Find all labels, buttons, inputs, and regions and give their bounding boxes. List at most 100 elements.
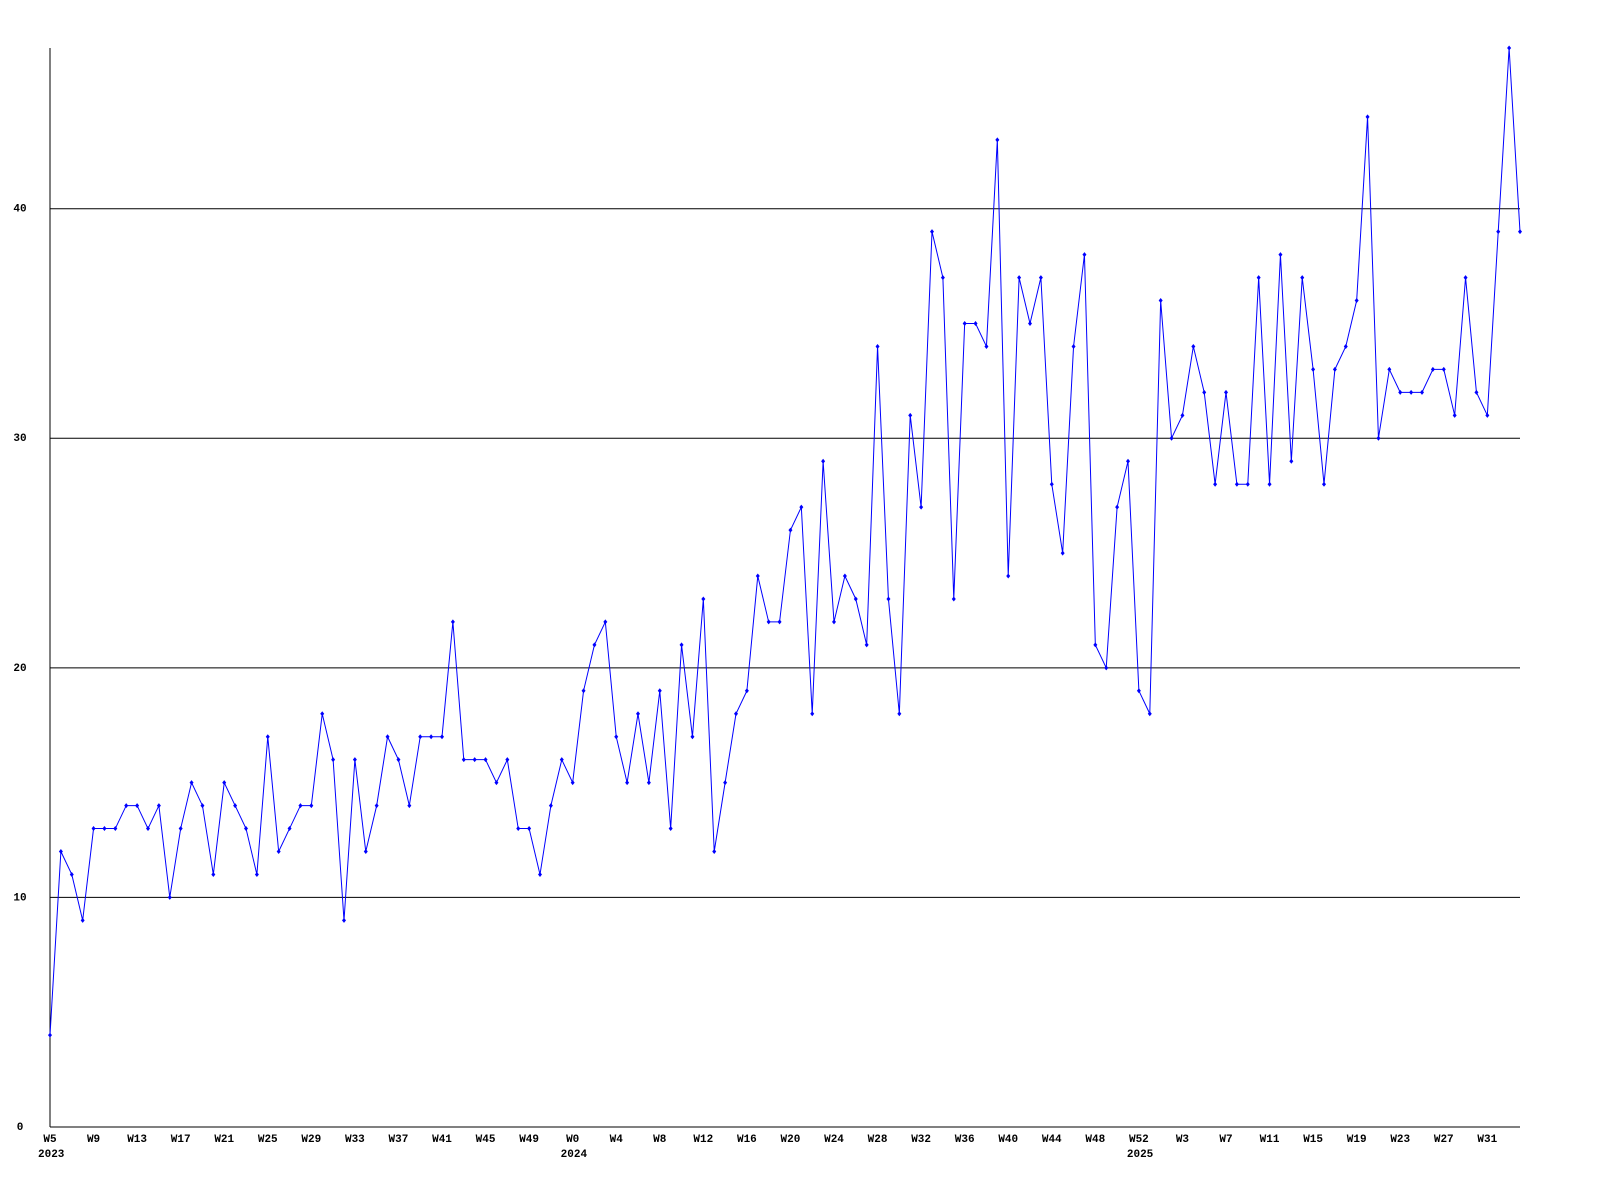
data-point <box>527 826 532 832</box>
data-point <box>1180 412 1185 418</box>
data-point <box>1115 504 1120 510</box>
data-point <box>331 757 336 763</box>
data-point <box>1300 275 1305 281</box>
data-point <box>592 642 597 648</box>
data-point <box>690 734 695 740</box>
data-point <box>734 711 738 717</box>
data-point <box>625 780 630 786</box>
x-tick-label: W24 <box>824 1134 844 1146</box>
data-point <box>352 757 357 763</box>
x-tick-label: W23 <box>1390 1134 1410 1146</box>
data-point <box>1158 298 1163 304</box>
data-point <box>940 275 945 281</box>
data-point <box>385 734 390 740</box>
data-point <box>712 849 717 855</box>
data-point <box>1191 343 1196 349</box>
data-point <box>853 596 858 602</box>
data-point <box>483 757 488 763</box>
x-tick-label: W0 <box>566 1134 579 1146</box>
x-tick-label: W4 <box>610 1134 624 1146</box>
data-point <box>167 894 172 900</box>
data-point <box>766 619 771 625</box>
data-point <box>1093 642 1098 648</box>
data-point <box>1332 366 1337 372</box>
x-tick-label: W45 <box>476 1134 496 1146</box>
data-point <box>755 573 760 579</box>
data-point <box>581 688 586 694</box>
data-point <box>1463 275 1468 281</box>
data-point <box>124 803 129 809</box>
data-point <box>1496 229 1501 235</box>
x-tick-label: W15 <box>1303 1134 1323 1146</box>
data-point <box>298 803 303 809</box>
data-point <box>1256 275 1261 281</box>
data-point <box>146 826 150 832</box>
data-point <box>821 458 826 464</box>
data-point <box>1038 275 1043 281</box>
data-point <box>287 826 292 832</box>
data-point <box>1311 366 1316 372</box>
data-point <box>1365 114 1370 120</box>
data-point <box>919 504 924 510</box>
x-tick-label: W49 <box>519 1134 539 1146</box>
data-point <box>472 757 477 763</box>
data-point <box>1017 275 1022 281</box>
data-point <box>1147 711 1152 717</box>
data-point <box>1169 435 1174 441</box>
x-tick-label: W3 <box>1176 1134 1190 1146</box>
x-tick-label: W8 <box>653 1134 667 1146</box>
data-point <box>657 688 662 694</box>
year-label: 2023 <box>38 1149 65 1161</box>
data-point <box>897 711 902 717</box>
data-point <box>113 826 118 832</box>
data-point <box>58 849 63 855</box>
data-point <box>254 871 259 877</box>
data-point <box>1387 366 1392 372</box>
data-point <box>1126 458 1130 464</box>
data-point <box>440 734 444 740</box>
data-point <box>320 711 325 717</box>
x-tick-label: W41 <box>432 1134 452 1146</box>
data-point <box>1343 343 1348 349</box>
data-point <box>407 803 412 809</box>
y-tick-label: 10 <box>13 892 26 904</box>
data-point <box>156 803 161 809</box>
y-tick-label: 40 <box>13 204 26 216</box>
data-line <box>49 47 1521 1036</box>
data-point <box>875 343 880 349</box>
x-tick-label: W13 <box>127 1134 147 1146</box>
data-point <box>614 734 619 740</box>
data-point <box>788 527 793 533</box>
x-tick-label: W12 <box>693 1134 713 1146</box>
data-point <box>1507 45 1512 51</box>
x-tick-label: W5 <box>43 1134 57 1146</box>
data-point <box>450 619 455 625</box>
x-tick-label: W44 <box>1042 1134 1062 1146</box>
data-point <box>1104 665 1109 671</box>
x-tick-label: W31 <box>1477 1134 1497 1146</box>
data-point <box>374 803 379 809</box>
data-point <box>1289 458 1294 464</box>
data-point <box>244 826 248 832</box>
data-point <box>1474 389 1479 395</box>
data-point <box>668 826 673 832</box>
data-point <box>1071 343 1076 349</box>
data-point <box>1006 573 1011 579</box>
data-point <box>1278 252 1283 258</box>
data-point <box>189 780 194 786</box>
data-point <box>102 826 107 832</box>
data-point <box>1136 688 1141 694</box>
data-point <box>1060 550 1065 556</box>
data-point <box>1202 389 1207 395</box>
data-point <box>233 803 238 809</box>
x-tick-label: W27 <box>1434 1134 1454 1146</box>
data-point <box>1245 481 1250 487</box>
data-point <box>135 803 140 809</box>
x-tick-label: W25 <box>258 1134 278 1146</box>
y-tick-label: 0 <box>17 1122 24 1134</box>
data-point <box>636 711 640 717</box>
data-point <box>1224 389 1228 395</box>
data-point <box>1082 252 1087 258</box>
data-point <box>1409 389 1414 395</box>
data-point <box>744 688 749 694</box>
